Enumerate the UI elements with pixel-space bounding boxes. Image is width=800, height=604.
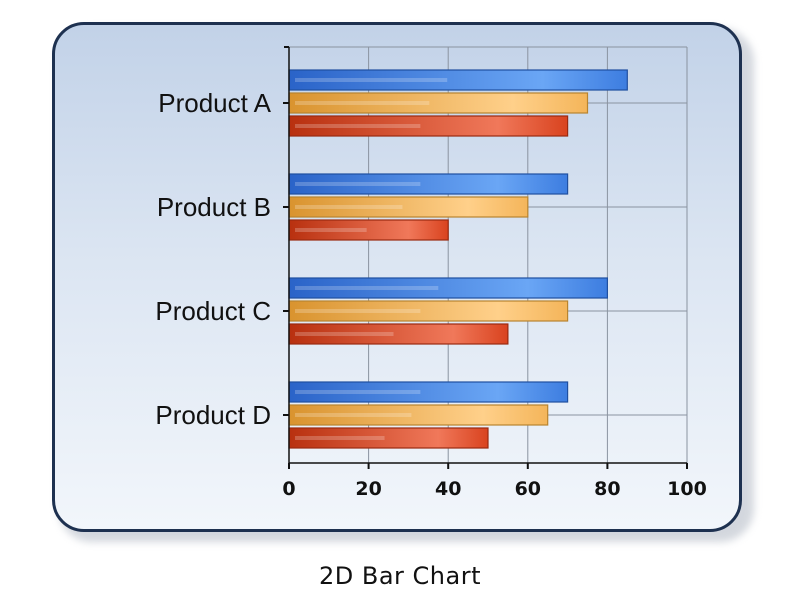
bar-highlight xyxy=(295,286,439,290)
chart-caption: 2D Bar Chart xyxy=(319,562,481,590)
bar-highlight xyxy=(295,78,448,82)
axis-layer xyxy=(283,46,688,469)
x-tick-label: 0 xyxy=(282,478,295,500)
x-tick-label: 40 xyxy=(435,478,461,500)
bar-highlight xyxy=(295,413,412,417)
bar-highlight xyxy=(295,205,403,209)
category-label: Product C xyxy=(155,296,271,326)
bar-highlight xyxy=(295,182,421,186)
bar-highlight xyxy=(295,436,385,440)
x-tick-label: 20 xyxy=(355,478,381,500)
x-tick-label: 80 xyxy=(594,478,620,500)
bar-highlight xyxy=(295,332,394,336)
category-label: Product A xyxy=(158,88,271,118)
bar-highlight xyxy=(295,124,421,128)
bar-layer xyxy=(288,69,628,449)
bar-highlight xyxy=(295,101,430,105)
category-label: Product B xyxy=(157,192,271,222)
x-tick-label: 60 xyxy=(515,478,541,500)
label-layer: Product A Product B Product C Product D 0 20 4… xyxy=(155,88,706,500)
bar-highlight xyxy=(295,228,367,232)
bar-highlight xyxy=(295,390,421,394)
x-tick-label: 100 xyxy=(667,478,707,500)
category-label: Product D xyxy=(155,400,271,430)
bar-highlight xyxy=(295,309,421,313)
